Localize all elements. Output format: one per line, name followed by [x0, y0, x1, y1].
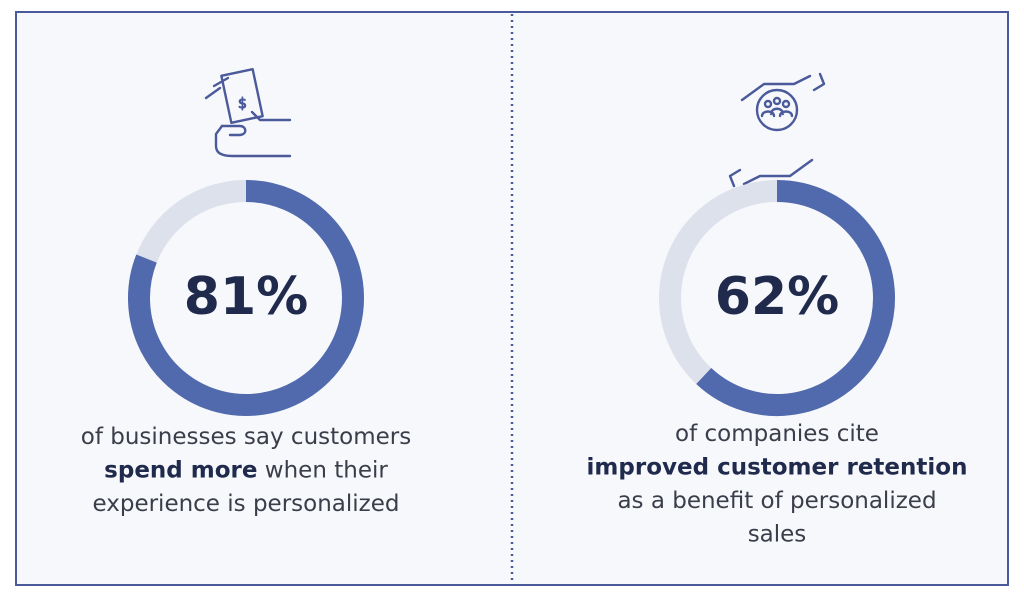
svg-text:$: $ [238, 96, 247, 112]
caption-line: sales [748, 521, 807, 547]
caption-line: experience is personalized [92, 491, 399, 517]
caption-line: as a benefit of personalized [617, 488, 936, 514]
caption-emphasis: spend more [104, 457, 257, 483]
value-label: 81% [184, 267, 308, 327]
money-icon: $ [204, 67, 292, 158]
caption-line: spend more when their [104, 457, 388, 483]
caption-line: of businesses say customers [81, 424, 411, 450]
value-label: 62% [715, 267, 839, 327]
caption-text: experience is personalized [92, 491, 399, 517]
caption-text: as a benefit of personalized [617, 488, 936, 514]
donut-arc [696, 180, 895, 416]
caption-text: sales [748, 521, 807, 547]
caption-text: of businesses say customers [81, 424, 411, 450]
caption-text: of companies cite [675, 421, 879, 447]
retention-icon [728, 72, 826, 188]
donut-arc [128, 180, 364, 416]
caption-emphasis: improved customer retention [587, 454, 968, 480]
caption-line: of companies cite [675, 421, 879, 447]
caption-text: when their [257, 457, 388, 483]
caption-line: improved customer retention [587, 454, 968, 480]
